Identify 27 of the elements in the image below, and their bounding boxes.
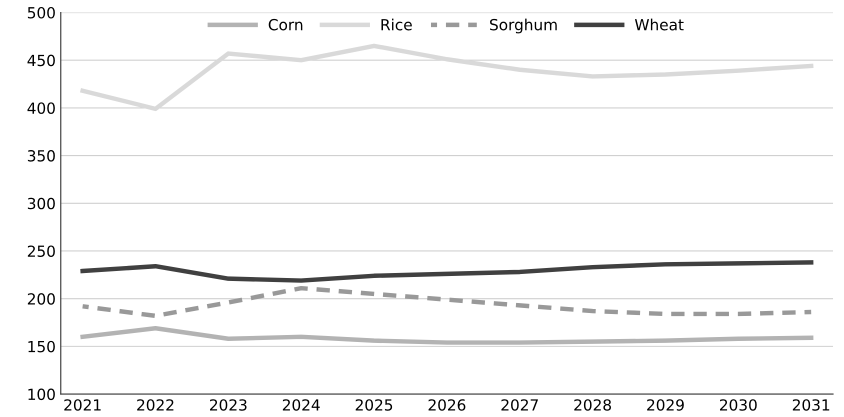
line-series bbox=[80, 286, 814, 318]
line-series bbox=[80, 260, 814, 283]
y-tick-label: 450 bbox=[27, 54, 55, 66]
legend-label: Wheat bbox=[634, 18, 684, 30]
x-tick-label: 2024 bbox=[282, 399, 320, 411]
y-tick-label: 200 bbox=[28, 293, 55, 305]
x-tick-label: 2022 bbox=[137, 399, 174, 411]
x-tick-label: 2026 bbox=[428, 399, 466, 411]
y-tick-label: 400 bbox=[27, 102, 55, 114]
y-tick-label: 300 bbox=[28, 198, 55, 210]
line-series bbox=[80, 326, 814, 345]
x-tick-label: 2023 bbox=[210, 399, 247, 411]
x-tick-label: 2028 bbox=[574, 399, 611, 411]
y-tick-label: 250 bbox=[28, 245, 55, 258]
x-tick-label: 2027 bbox=[501, 399, 538, 411]
y-tick-label: 500 bbox=[28, 6, 55, 19]
x-tick-label: 2021 bbox=[64, 399, 101, 411]
y-tick-label: 150 bbox=[28, 340, 55, 352]
x-tick-label: 2030 bbox=[720, 399, 757, 411]
y-tick-label: 100 bbox=[28, 388, 55, 400]
x-tick-label: 2025 bbox=[356, 399, 392, 411]
legend-label: Rice bbox=[381, 18, 412, 30]
x-tick-label: 2029 bbox=[647, 399, 684, 411]
legend-label: Corn bbox=[268, 18, 302, 30]
x-tick-label: 2031 bbox=[792, 399, 830, 411]
legend-label: Sorghum bbox=[490, 18, 557, 34]
y-tick-label: 350 bbox=[28, 150, 55, 162]
